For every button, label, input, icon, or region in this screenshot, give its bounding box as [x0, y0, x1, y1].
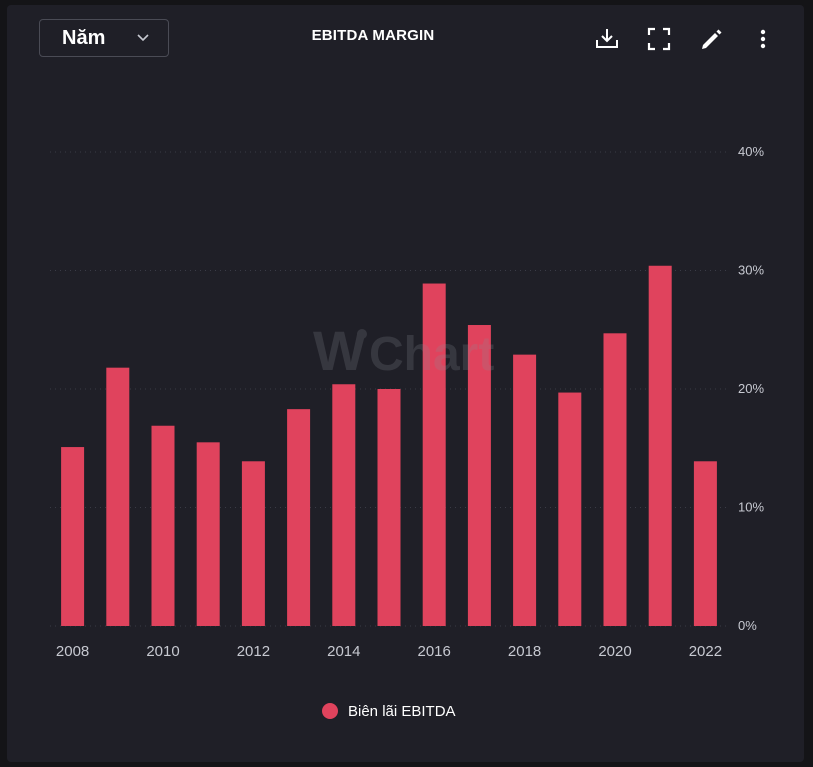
x-tick-label: 2014 — [327, 643, 360, 660]
legend[interactable]: Biên lãi EBITDA — [322, 701, 456, 721]
bar-2022 — [693, 461, 717, 626]
x-tick-label: 2020 — [598, 643, 631, 660]
bar-2011 — [196, 442, 220, 626]
bar-2020 — [603, 333, 627, 626]
bar-2015 — [377, 389, 401, 626]
bar-2016 — [422, 283, 446, 626]
fullscreen-icon[interactable] — [646, 26, 672, 52]
legend-label: Biên lãi EBITDA — [348, 702, 456, 720]
y-tick-label: 10% — [738, 500, 764, 515]
y-tick-label: 20% — [738, 381, 764, 396]
x-tick-label: 2010 — [146, 643, 179, 660]
bar-2008 — [61, 447, 85, 626]
bar-2021 — [648, 265, 672, 626]
bar-2019 — [558, 392, 582, 626]
svg-text:W: W — [313, 319, 366, 382]
y-tick-label: 0% — [738, 618, 757, 633]
bar-2018 — [513, 354, 537, 626]
x-tick-label: 2018 — [508, 643, 541, 660]
bar-2017 — [467, 325, 491, 626]
wichart-watermark-logo: W Chart — [313, 319, 494, 382]
y-tick-label: 30% — [738, 263, 764, 278]
bar-2014 — [332, 384, 356, 626]
x-tick-label: 2016 — [418, 643, 451, 660]
bar-2010 — [151, 425, 175, 626]
more-vertical-icon[interactable] — [750, 26, 776, 52]
x-tick-label: 2012 — [237, 643, 270, 660]
download-icon[interactable] — [594, 26, 620, 52]
legend-marker — [322, 703, 338, 719]
bar-2013 — [287, 409, 311, 626]
svg-text:Chart: Chart — [369, 328, 494, 381]
x-tick-label: 2008 — [56, 643, 89, 660]
chart-title: EBITDA MARGIN — [311, 27, 435, 44]
bar-2012 — [241, 461, 265, 626]
chevron-down-icon — [137, 34, 149, 42]
edit-pencil-icon[interactable] — [698, 26, 724, 52]
period-dropdown[interactable]: Năm — [39, 19, 169, 57]
bar-2009 — [106, 367, 130, 626]
x-tick-label: 2022 — [689, 643, 722, 660]
period-label: Năm — [62, 27, 106, 49]
y-tick-label: 40% — [738, 144, 764, 159]
